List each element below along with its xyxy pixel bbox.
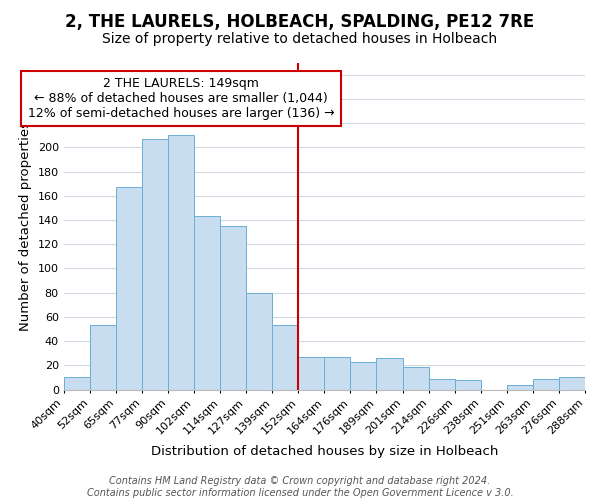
X-axis label: Distribution of detached houses by size in Holbeach: Distribution of detached houses by size … [151,444,498,458]
Bar [116,188,142,390]
Bar [246,292,272,390]
Bar [403,366,428,390]
Text: 2, THE LAURELS, HOLBEACH, SPALDING, PE12 7RE: 2, THE LAURELS, HOLBEACH, SPALDING, PE12… [65,12,535,30]
Bar [428,378,455,390]
Bar [533,378,559,390]
Bar [168,135,194,390]
Bar [90,326,116,390]
Bar [507,384,533,390]
Y-axis label: Number of detached properties: Number of detached properties [19,121,32,331]
Text: Size of property relative to detached houses in Holbeach: Size of property relative to detached ho… [103,32,497,46]
Bar [455,380,481,390]
Bar [350,362,376,390]
Text: Contains HM Land Registry data © Crown copyright and database right 2024.
Contai: Contains HM Land Registry data © Crown c… [86,476,514,498]
Bar [559,378,585,390]
Text: 2 THE LAURELS: 149sqm
← 88% of detached houses are smaller (1,044)
12% of semi-d: 2 THE LAURELS: 149sqm ← 88% of detached … [28,77,334,120]
Bar [376,358,403,390]
Bar [220,226,246,390]
Bar [272,326,298,390]
Bar [194,216,220,390]
Bar [325,357,350,390]
Bar [298,357,325,390]
Bar [142,139,168,390]
Bar [64,378,90,390]
